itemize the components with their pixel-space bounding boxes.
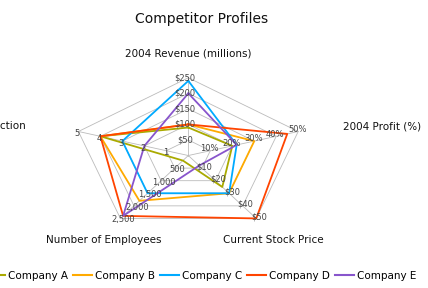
Text: $100: $100 — [174, 120, 196, 129]
Text: $50: $50 — [177, 135, 193, 145]
Text: $250: $250 — [174, 73, 196, 82]
Text: 5: 5 — [75, 129, 80, 138]
Text: 2,000: 2,000 — [125, 203, 149, 212]
Text: 40%: 40% — [266, 130, 285, 139]
Text: 2: 2 — [141, 144, 146, 153]
Text: 20%: 20% — [222, 139, 241, 148]
Text: 2,500: 2,500 — [111, 215, 135, 224]
Text: $30: $30 — [224, 187, 240, 196]
Text: $10: $10 — [197, 162, 213, 171]
Text: Number of Employees: Number of Employees — [46, 235, 161, 245]
Text: 500: 500 — [169, 165, 185, 174]
Text: $200: $200 — [174, 89, 196, 98]
Text: 30%: 30% — [244, 134, 262, 143]
Text: 2004 Revenue (millions): 2004 Revenue (millions) — [125, 49, 252, 59]
Text: 10%: 10% — [200, 144, 218, 153]
Text: 4: 4 — [97, 134, 102, 143]
Text: $150: $150 — [174, 104, 196, 113]
Text: 50%: 50% — [288, 125, 306, 134]
Text: Customer Satisfaction: Customer Satisfaction — [0, 122, 26, 131]
Text: Current Stock Price: Current Stock Price — [223, 235, 323, 245]
Legend: Company A, Company B, Company C, Company D, Company E: Company A, Company B, Company C, Company… — [0, 269, 419, 283]
Text: $50: $50 — [251, 213, 267, 221]
Text: Competitor Profiles: Competitor Profiles — [134, 12, 268, 26]
Text: $40: $40 — [238, 200, 253, 209]
Text: 1,000: 1,000 — [152, 177, 176, 187]
Text: 2004 Profit (%): 2004 Profit (%) — [342, 122, 421, 131]
Text: $20: $20 — [210, 175, 226, 184]
Text: 1: 1 — [163, 148, 168, 158]
Text: 3: 3 — [119, 139, 124, 148]
Text: 1,500: 1,500 — [139, 190, 162, 199]
